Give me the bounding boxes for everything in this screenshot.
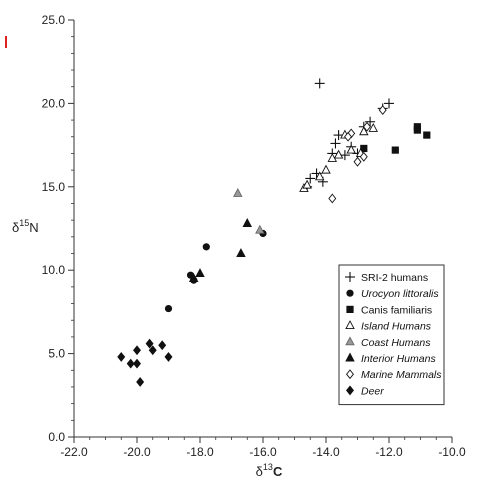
series-4 [233, 188, 265, 234]
data-point [148, 345, 157, 356]
series-1 [164, 229, 267, 313]
x-tick-label: -10.0 [438, 445, 466, 459]
legend: SRI-2 humans Urocyon littoralis Canis fami… [338, 264, 445, 406]
data-point [233, 188, 243, 197]
x-tick-label: -16.0 [249, 445, 277, 459]
data-point [236, 248, 246, 257]
data-point [195, 268, 205, 277]
axes: 0.0 5.0 10.0 15.0 20.0 25.0 -22.0 -20.0 -18.0 -16… [42, 13, 466, 459]
data-point [333, 130, 344, 141]
legend-label: SRI-2 humans [361, 272, 428, 284]
data-point [360, 144, 368, 153]
data-point [344, 131, 353, 142]
y-tick-label: 10.0 [42, 263, 66, 277]
data-point [365, 116, 376, 127]
data-point [423, 131, 431, 139]
data-point [302, 179, 312, 189]
y-tick-label: 5.0 [48, 347, 65, 361]
data-point [305, 173, 316, 184]
data-point [158, 340, 167, 351]
data-point [413, 126, 421, 134]
legend-label: Deer [361, 385, 384, 397]
data-point [202, 243, 210, 251]
data-point [136, 377, 145, 387]
legend-marker [345, 336, 355, 346]
data-point [359, 126, 369, 136]
y-axis-title-base: δ [12, 220, 19, 235]
data-point [255, 224, 265, 234]
x-tick-label: -22.0 [60, 445, 88, 459]
data-point [314, 78, 325, 89]
legend-label: Marine Mammals [361, 369, 442, 381]
data-point [164, 304, 173, 313]
legend-label: Island Humans [361, 321, 432, 333]
y-axis-title-sup: 15 [19, 218, 29, 228]
y-axis-title: δ15N [12, 218, 39, 235]
y-tick-label: 20.0 [42, 96, 66, 110]
legend-label: Canis familiaris [361, 304, 432, 316]
x-axis-title-sup: 13 [263, 462, 273, 472]
series-2 [360, 123, 431, 154]
y-tick-label: 25.0 [42, 13, 66, 27]
data-marks [117, 78, 431, 387]
data-point [353, 156, 362, 167]
legend-label: Urocyon littoralis [361, 288, 439, 300]
legend-marker [346, 289, 354, 297]
data-point [314, 171, 325, 181]
legend-marker [345, 320, 355, 330]
data-point [327, 152, 338, 162]
data-point [145, 338, 154, 349]
x-tick-label: -20.0 [123, 445, 151, 459]
data-point [384, 98, 394, 109]
x-axis-title-base: δ [256, 464, 263, 479]
data-point [378, 105, 387, 115]
legend-marker [345, 352, 355, 362]
legend-marker [346, 369, 354, 380]
data-point [321, 164, 331, 174]
data-point [359, 151, 368, 162]
legend-marker [346, 385, 354, 396]
data-point [368, 122, 378, 132]
data-point [391, 146, 399, 154]
legend-label: Coast Humans [361, 337, 431, 349]
data-point [126, 358, 135, 369]
series-3 [299, 122, 378, 192]
data-point [330, 138, 341, 149]
y-tick-label: 15.0 [42, 180, 66, 194]
red-edge-mark [5, 36, 7, 48]
x-axis-title-tail: C [273, 464, 283, 479]
legend-box [338, 264, 445, 406]
data-point [164, 352, 173, 362]
series-7 [117, 338, 173, 387]
data-point [333, 149, 344, 159]
data-point [133, 358, 141, 369]
x-tick-label: -18.0 [186, 445, 214, 459]
y-axis-title-tail: N [29, 220, 38, 235]
series-6 [328, 105, 387, 204]
legend-marker [346, 305, 354, 313]
data-point [242, 218, 252, 227]
data-point [339, 150, 350, 161]
x-tick-label: -14.0 [312, 445, 340, 459]
x-tick-label: -12.0 [375, 445, 403, 459]
data-point [346, 144, 356, 154]
data-point [188, 273, 199, 282]
legend-marker [345, 272, 355, 282]
y-tick-label: 0.0 [48, 430, 65, 444]
data-point [362, 121, 371, 132]
data-point [328, 193, 337, 204]
data-point [133, 345, 141, 356]
legend-label: Interior Humans [361, 353, 436, 365]
series-5 [188, 218, 252, 282]
data-point [117, 352, 126, 362]
x-axis-title: δ13C [256, 462, 283, 479]
